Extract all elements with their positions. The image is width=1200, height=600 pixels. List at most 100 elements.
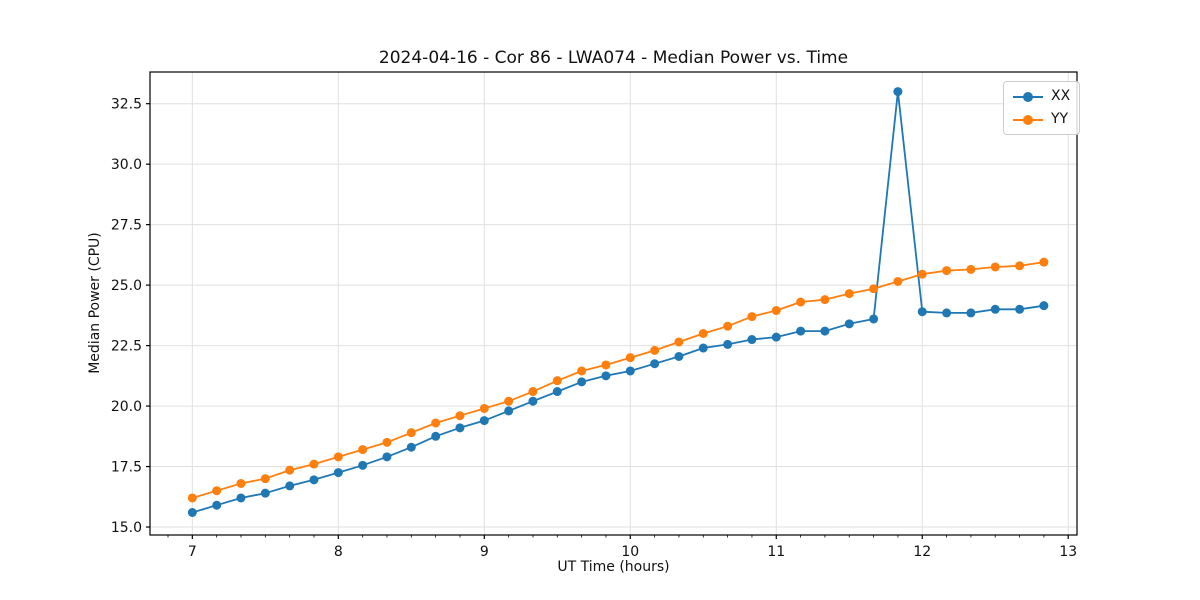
data-point-marker: [1015, 261, 1025, 271]
data-point-marker: [285, 481, 295, 491]
legend-line-marker-icon: [1013, 114, 1043, 125]
data-point-marker: [455, 423, 465, 433]
chart-title: 2024-04-16 - Cor 86 - LWA074 - Median Po…: [378, 48, 849, 68]
y-tick-label: 15.0: [111, 520, 142, 536]
data-point-marker: [942, 308, 952, 318]
data-point-marker: [528, 396, 538, 406]
data-point-marker: [382, 452, 392, 462]
axes-spines: [149, 71, 1078, 536]
data-point-marker: [504, 406, 514, 416]
series-yy: [187, 257, 1049, 503]
data-point-marker: [747, 312, 757, 322]
data-point-marker: [844, 289, 854, 299]
series-line: [192, 90, 1045, 514]
data-point-marker: [893, 276, 903, 286]
grid-lines: [150, 72, 1077, 535]
data-point-marker: [771, 306, 781, 316]
data-point-marker: [723, 321, 733, 331]
y-tick-label: 17.5: [111, 460, 142, 476]
data-point-marker: [820, 326, 830, 336]
data-point-marker: [966, 264, 976, 274]
x-axis-ticks: 7 8 9 10 11 12 13: [188, 535, 1077, 560]
data-point-marker: [796, 326, 806, 336]
x-tick-label: 10: [621, 544, 639, 560]
data-point-marker: [358, 460, 368, 470]
data-point-marker: [212, 486, 222, 496]
data-point-marker: [650, 345, 660, 355]
data-point-marker: [625, 353, 635, 363]
y-axis-ticks: 15.0 17.5 20.0 22.5 25.0 27.5 30.0 32.5: [111, 97, 150, 536]
data-point-marker: [771, 332, 781, 342]
x-tick-label: 11: [767, 544, 785, 560]
data-point-marker: [601, 371, 611, 381]
data-point-marker: [309, 459, 319, 469]
data-point-marker: [698, 328, 708, 338]
data-point-marker: [674, 337, 684, 347]
legend-item-yy: YY: [1013, 109, 1070, 130]
legend-label-xx: XX: [1051, 88, 1071, 104]
data-point-marker: [990, 304, 1000, 314]
y-tick-label: 27.5: [111, 218, 142, 234]
data-point-marker: [869, 314, 879, 324]
x-axis-minor-ticks: [167, 535, 1045, 538]
data-point-marker: [187, 508, 197, 518]
data-point-marker: [406, 442, 416, 452]
data-point-marker: [187, 493, 197, 503]
data-point-marker: [552, 376, 562, 386]
data-point-marker: [504, 396, 514, 406]
data-point-marker: [1015, 304, 1025, 314]
x-axis-label: UT Time (hours): [557, 559, 670, 575]
data-point-marker: [844, 319, 854, 329]
data-point-marker: [674, 351, 684, 361]
data-point-marker: [698, 343, 708, 353]
data-point-marker: [260, 474, 270, 484]
y-tick-label: 32.5: [111, 97, 142, 113]
y-tick-label: 20.0: [111, 399, 142, 415]
data-point-marker: [333, 452, 343, 462]
data-point-marker: [893, 87, 903, 97]
data-point-marker: [382, 437, 392, 447]
x-tick-label: 13: [1059, 544, 1077, 560]
data-point-marker: [212, 500, 222, 510]
data-point-marker: [747, 335, 757, 345]
data-point-marker: [236, 493, 246, 503]
data-point-marker: [820, 295, 830, 305]
series-xx: [187, 87, 1049, 518]
x-tick-label: 12: [913, 544, 931, 560]
y-tick-label: 22.5: [111, 339, 142, 355]
data-point-marker: [479, 416, 489, 426]
legend-label-yy: YY: [1051, 111, 1069, 127]
data-point-marker: [552, 387, 562, 397]
y-tick-label: 25.0: [111, 278, 142, 294]
x-tick-label: 7: [188, 544, 197, 560]
data-point-marker: [577, 377, 587, 387]
data-point-marker: [601, 360, 611, 370]
legend: XX YY: [1003, 81, 1081, 135]
data-point-marker: [431, 431, 441, 441]
data-point-marker: [1039, 301, 1049, 311]
data-point-marker: [236, 478, 246, 488]
y-axis-label: Median Power (CPU): [87, 232, 103, 374]
data-point-marker: [942, 266, 952, 276]
x-tick-label: 9: [480, 544, 489, 560]
data-point-marker: [260, 488, 270, 498]
data-point-marker: [406, 428, 416, 438]
legend-line-marker-icon: [1013, 91, 1043, 102]
data-point-marker: [625, 366, 635, 376]
data-point-marker: [796, 297, 806, 307]
data-point-marker: [309, 475, 319, 485]
data-point-marker: [333, 468, 343, 478]
legend-item-xx: XX: [1013, 86, 1070, 107]
data-point-marker: [431, 418, 441, 428]
data-point-marker: [917, 269, 927, 279]
x-tick-label: 8: [334, 544, 343, 560]
data-point-marker: [966, 308, 976, 318]
y-tick-label: 30.0: [111, 157, 142, 173]
data-point-marker: [650, 359, 660, 369]
data-point-marker: [528, 387, 538, 397]
data-point-marker: [723, 339, 733, 349]
data-point-marker: [358, 445, 368, 455]
data-point-marker: [1039, 257, 1049, 267]
